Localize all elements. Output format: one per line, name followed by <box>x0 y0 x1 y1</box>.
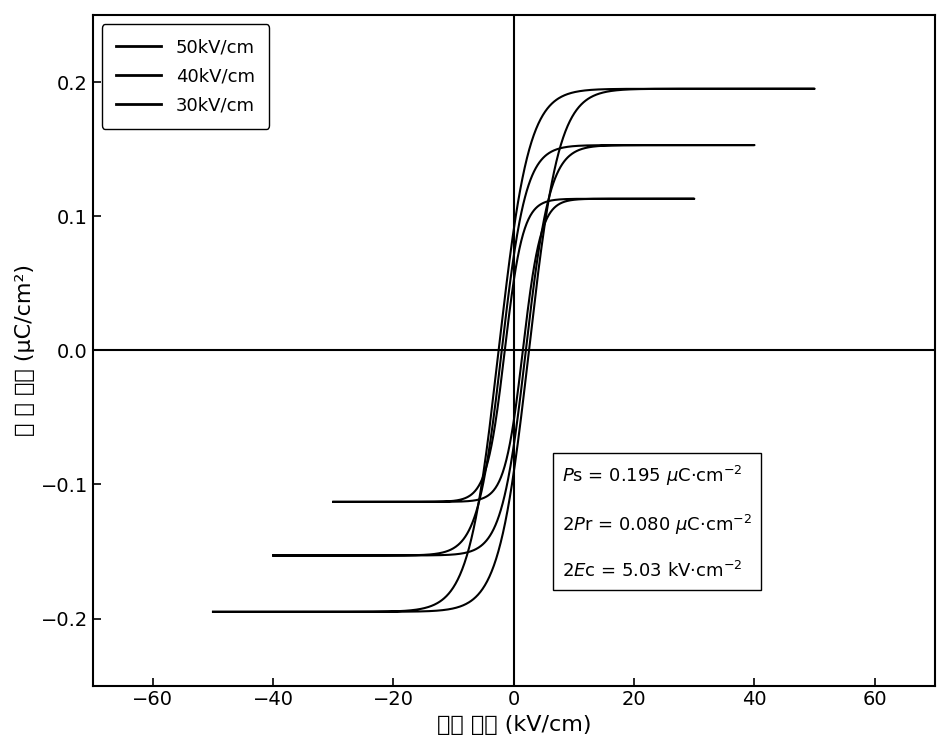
X-axis label: 电场 强度 (kV/cm): 电场 强度 (kV/cm) <box>437 715 591 735</box>
Text: $P$s = 0.195 $\mu$C$\cdot$cm$^{-2}$

2$P$r = 0.080 $\mu$C$\cdot$cm$^{-2}$

2$E$c: $P$s = 0.195 $\mu$C$\cdot$cm$^{-2}$ 2$P$… <box>562 464 752 581</box>
Legend: 50kV/cm, 40kV/cm, 30kV/cm: 50kV/cm, 40kV/cm, 30kV/cm <box>102 24 269 128</box>
Y-axis label: 极 化 强度 (μC/cm²): 极 化 强度 (μC/cm²) <box>15 264 35 436</box>
